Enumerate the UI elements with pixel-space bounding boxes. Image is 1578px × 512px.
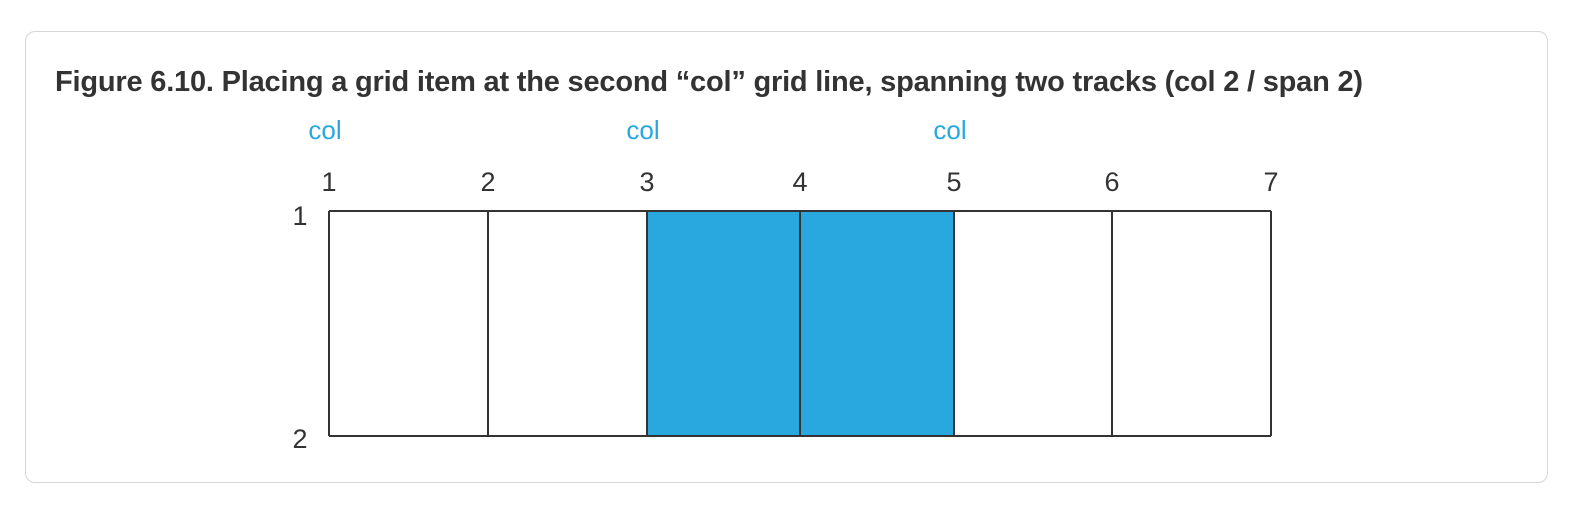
column-line-number: 5 xyxy=(946,167,961,197)
column-line-number: 1 xyxy=(321,167,336,197)
grid-item-track-4 xyxy=(800,211,954,436)
grid-labels: 1 2 3 4 5 6 7 col col col 1 2 xyxy=(292,115,1278,454)
column-line-number: 2 xyxy=(480,167,495,197)
row-line-number: 2 xyxy=(292,424,307,454)
column-line-number: 3 xyxy=(639,167,654,197)
line-name-label: col xyxy=(933,115,966,145)
grid-item-track-3 xyxy=(647,211,800,436)
grid-lines xyxy=(328,210,1272,437)
figure-caption: Figure 6.10. Placing a grid item at the … xyxy=(55,66,1363,98)
grid-item-area xyxy=(647,211,954,436)
column-line-number: 6 xyxy=(1104,167,1119,197)
line-name-label: col xyxy=(626,115,659,145)
line-name-label: col xyxy=(308,115,341,145)
row-line-number: 1 xyxy=(292,201,307,231)
column-line-number: 4 xyxy=(792,167,807,197)
column-line-number: 7 xyxy=(1263,167,1278,197)
